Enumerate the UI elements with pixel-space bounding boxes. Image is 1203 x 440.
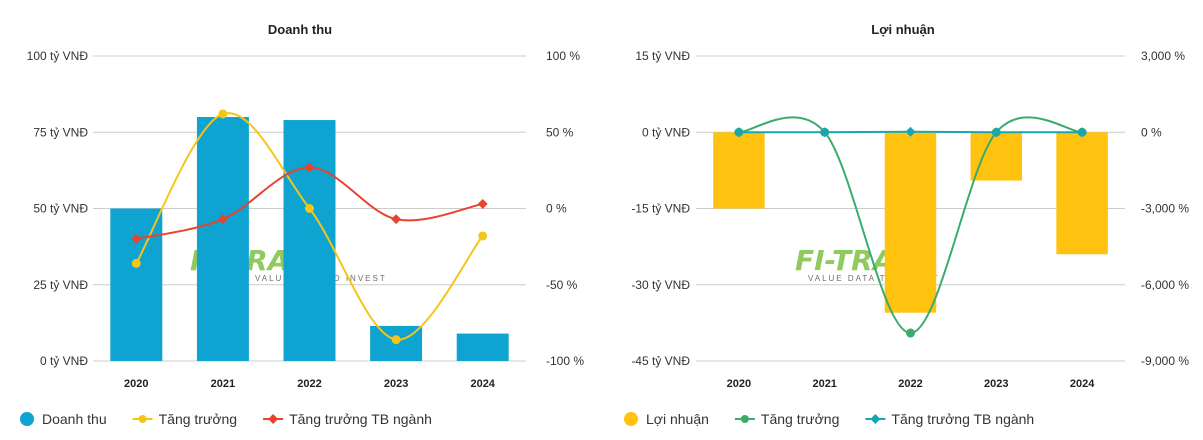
y-right-axis: 100 % 50 % 0 % -50 % -100 % bbox=[546, 49, 584, 368]
bar bbox=[283, 120, 336, 361]
legend-swatch-marker bbox=[870, 414, 881, 424]
bar bbox=[970, 132, 1023, 181]
legend-item[interactable]: Lợi nhuận bbox=[624, 411, 709, 427]
x-tick-label: 2020 bbox=[727, 378, 751, 390]
y-right-axis: 3,000 % 0 % -3,000 % -6,000 % -9,000 % bbox=[1141, 49, 1189, 368]
y-right-tick-label: 100 % bbox=[546, 49, 580, 63]
bars bbox=[110, 117, 509, 361]
data-point bbox=[305, 204, 314, 213]
data-point bbox=[1077, 127, 1088, 138]
legend-label: Tăng trưởng TB ngành bbox=[891, 411, 1034, 427]
x-tick-label: 2021 bbox=[211, 378, 235, 390]
x-tick-label: 2022 bbox=[898, 378, 922, 390]
y-left-tick-label: 25 tỷ VNĐ bbox=[33, 278, 88, 292]
legend-swatch-marker bbox=[268, 414, 279, 424]
data-point bbox=[991, 127, 1002, 138]
data-point bbox=[905, 126, 916, 137]
y-right-tick-label: 3,000 % bbox=[1141, 49, 1185, 63]
y-left-tick-label: 50 tỷ VNĐ bbox=[33, 202, 88, 216]
bar bbox=[1056, 132, 1108, 255]
y-right-tick-label: -100 % bbox=[546, 354, 584, 368]
profit-chart: Lợi nhuận 15 tỷ VNĐ 0 tỷ VNĐ -15 tỷ VNĐ -30… bbox=[624, 22, 1189, 427]
lines bbox=[733, 116, 1088, 338]
x-axis: 2020 2021 2022 2023 2024 bbox=[727, 378, 1096, 390]
x-tick-label: 2023 bbox=[984, 378, 1008, 390]
bars bbox=[713, 132, 1108, 313]
bar bbox=[884, 132, 937, 313]
y-left-tick-label: 0 tỷ VNĐ bbox=[40, 354, 88, 368]
y-right-tick-label: 50 % bbox=[546, 125, 574, 139]
legend-label: Tăng trưởng TB ngành bbox=[289, 411, 432, 427]
x-tick-label: 2023 bbox=[384, 378, 408, 390]
legend-label: Doanh thu bbox=[42, 411, 107, 427]
legend: Doanh thu Tăng trưởng Tăng trưởng TB ngành bbox=[20, 411, 432, 427]
chart-title: Lợi nhuận bbox=[871, 22, 934, 37]
legend-label: Tăng trưởng bbox=[761, 411, 839, 427]
y-right-tick-label: 0 % bbox=[546, 202, 567, 216]
legend-swatch-marker bbox=[740, 415, 749, 423]
x-tick-label: 2024 bbox=[1070, 378, 1095, 390]
y-left-tick-label: 75 tỷ VNĐ bbox=[33, 125, 88, 139]
data-point bbox=[217, 214, 228, 225]
y-left-tick-label: -30 tỷ VNĐ bbox=[631, 278, 690, 292]
data-point bbox=[131, 258, 141, 268]
y-right-tick-label: -50 % bbox=[546, 278, 578, 292]
y-left-tick-label: 15 tỷ VNĐ bbox=[635, 49, 690, 63]
lines bbox=[131, 109, 488, 345]
y-right-tick-label: -3,000 % bbox=[1141, 202, 1189, 216]
bar bbox=[196, 117, 249, 361]
legend-item[interactable]: Tăng trưởng TB ngành bbox=[263, 411, 432, 427]
data-point bbox=[733, 127, 744, 138]
watermark-tagline: VALUE DATA TO INVEST bbox=[808, 274, 940, 283]
y-left-axis: 100 tỷ VNĐ 75 tỷ VNĐ 50 tỷ VNĐ 25 tỷ VNĐ 0 t… bbox=[27, 49, 89, 368]
legend: Lợi nhuận Tăng trưởng Tăng trưởng TB ngành bbox=[624, 411, 1034, 427]
x-axis: 2020 2021 2022 2023 2024 bbox=[124, 378, 496, 390]
y-left-tick-label: 100 tỷ VNĐ bbox=[27, 49, 89, 63]
data-point bbox=[906, 328, 915, 338]
y-right-tick-label: 0 % bbox=[1141, 125, 1162, 139]
legend-item[interactable]: Tăng trưởng bbox=[132, 411, 237, 427]
data-point bbox=[819, 127, 830, 138]
legend-item[interactable]: Tăng trưởng TB ngành bbox=[865, 411, 1034, 427]
data-point bbox=[391, 335, 401, 345]
legend-swatch-marker bbox=[138, 415, 147, 423]
chart-title: Doanh thu bbox=[268, 22, 332, 37]
y-left-tick-label: -45 tỷ VNĐ bbox=[631, 354, 690, 368]
legend-swatch bbox=[624, 412, 638, 426]
revenue-chart: Doanh thu 100 tỷ VNĐ 75 tỷ VNĐ 50 tỷ VNĐ 25… bbox=[20, 22, 584, 427]
data-point bbox=[478, 231, 488, 241]
data-point bbox=[218, 109, 228, 119]
legend-swatch bbox=[20, 412, 34, 426]
y-left-tick-label: 0 tỷ VNĐ bbox=[642, 125, 690, 139]
x-tick-label: 2024 bbox=[470, 378, 495, 390]
legend-item[interactable]: Doanh thu bbox=[20, 411, 107, 427]
y-right-tick-label: -6,000 % bbox=[1141, 278, 1189, 292]
y-left-axis: 15 tỷ VNĐ 0 tỷ VNĐ -15 tỷ VNĐ -30 tỷ VNĐ -45… bbox=[631, 49, 690, 368]
x-tick-label: 2022 bbox=[297, 378, 321, 390]
data-point bbox=[304, 162, 315, 173]
legend-item[interactable]: Tăng trưởng bbox=[734, 411, 839, 427]
x-tick-label: 2021 bbox=[812, 378, 836, 390]
x-tick-label: 2020 bbox=[124, 378, 148, 390]
data-point bbox=[477, 198, 488, 209]
legend-label: Lợi nhuận bbox=[646, 411, 709, 427]
bar bbox=[110, 208, 163, 361]
bar bbox=[713, 132, 765, 209]
legend-label: Tăng trưởng bbox=[159, 411, 237, 427]
y-right-tick-label: -9,000 % bbox=[1141, 354, 1189, 368]
data-point bbox=[131, 234, 142, 244]
bar bbox=[456, 333, 509, 361]
y-left-tick-label: -15 tỷ VNĐ bbox=[631, 202, 690, 216]
data-point bbox=[391, 214, 402, 225]
